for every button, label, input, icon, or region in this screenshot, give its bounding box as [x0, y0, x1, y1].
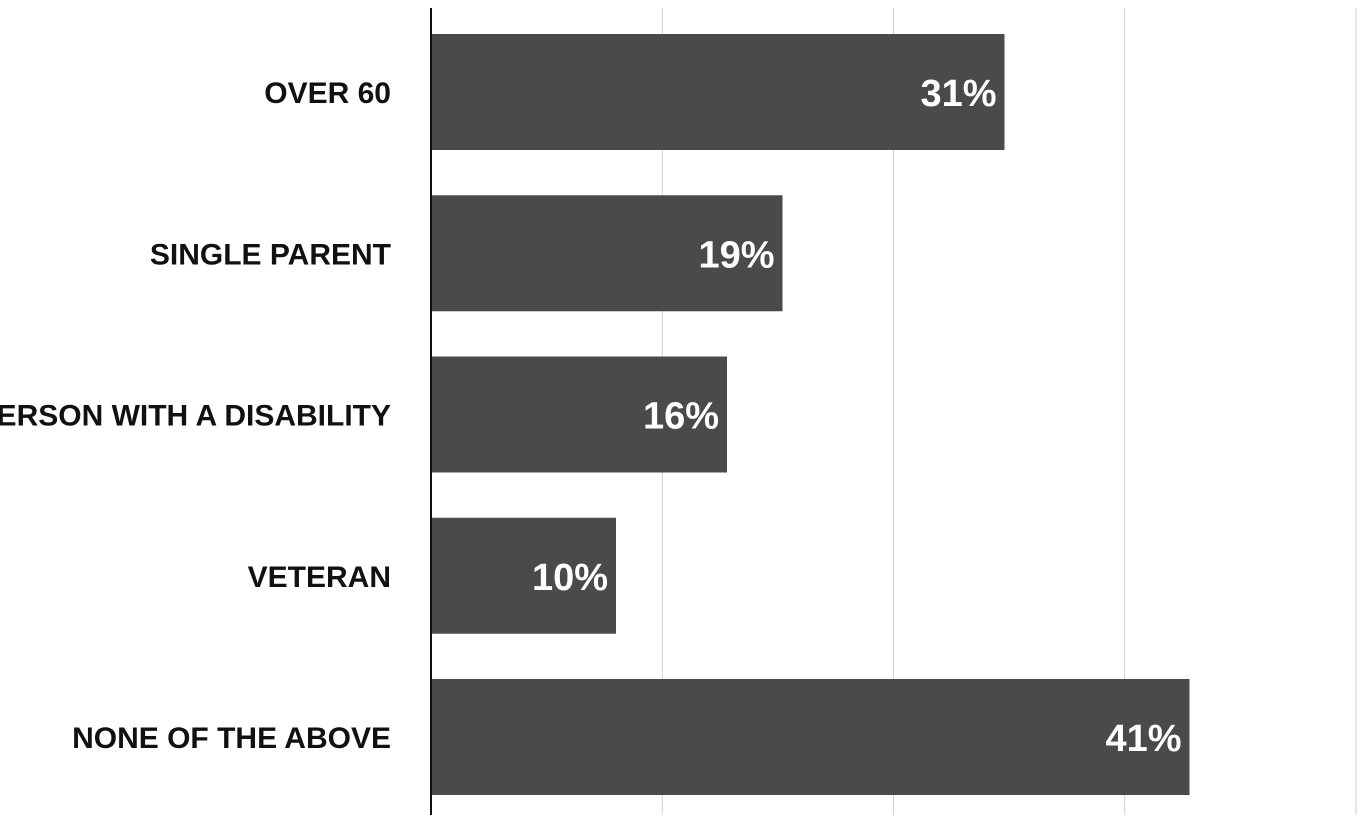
category-label: Over 60: [264, 77, 391, 110]
bar-over-60: [431, 34, 1005, 150]
category-label: Person with a disability: [0, 400, 391, 433]
category-labels: Over 60 Single parent Person with a disabi…: [0, 77, 391, 755]
bar-single-parent: [431, 195, 783, 312]
value-label: 31%: [920, 73, 996, 115]
value-label: 41%: [1105, 718, 1181, 760]
bar-none-of-the-above: [431, 679, 1190, 795]
value-labels: 31% 19% 16% 10% 41%: [532, 73, 1182, 760]
value-label: 16%: [643, 396, 719, 438]
bar-veteran: [431, 517, 616, 634]
bars: [431, 34, 1190, 795]
category-label: Single parent: [150, 238, 391, 271]
category-label: None of the above: [72, 722, 391, 755]
category-label: Veteran: [248, 561, 391, 594]
value-label: 10%: [532, 557, 608, 599]
value-label: 19%: [698, 234, 774, 276]
bar-person-with-a-disability: [431, 356, 727, 473]
